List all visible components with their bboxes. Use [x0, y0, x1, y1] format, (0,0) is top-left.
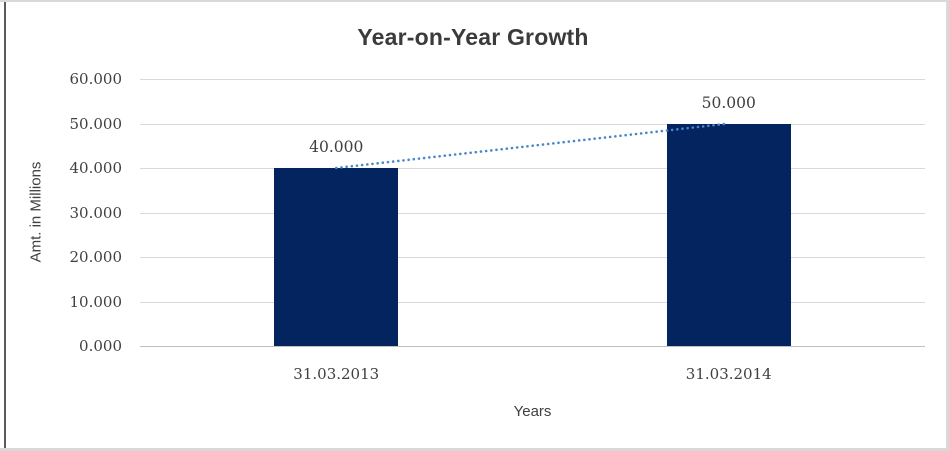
bar-data-label: 40.000 — [309, 138, 364, 156]
y-tick-label: 20.000 — [69, 248, 123, 266]
gridline — [140, 168, 925, 169]
y-tick-label: 60.000 — [69, 70, 123, 88]
gridline — [140, 212, 925, 214]
y-tick-label: 50.000 — [69, 114, 123, 133]
gridline — [140, 257, 925, 258]
y-tick-label: 40.000 — [69, 159, 123, 177]
bar-data-label: 50.000 — [701, 93, 756, 112]
gridline — [140, 79, 925, 80]
x-tick-label: 31.03.2014 — [685, 365, 772, 383]
y-tick-label: 10.000 — [69, 292, 123, 311]
gridline — [140, 301, 925, 303]
chart-title: Year-on-Year Growth — [357, 24, 589, 50]
y-axis-title: Amt. in Millions — [27, 161, 45, 263]
gridline — [140, 123, 925, 125]
left-border-rule — [4, 2, 6, 448]
x-axis-line — [140, 346, 925, 347]
bar-31.03.2013 — [274, 168, 399, 346]
x-axis-title: Years — [513, 403, 552, 420]
y-tick-label: 0.000 — [79, 337, 122, 355]
bar-31.03.2014 — [666, 123, 791, 346]
y-tick-label: 30.000 — [69, 203, 123, 222]
x-tick-label: 31.03.2013 — [293, 365, 380, 383]
